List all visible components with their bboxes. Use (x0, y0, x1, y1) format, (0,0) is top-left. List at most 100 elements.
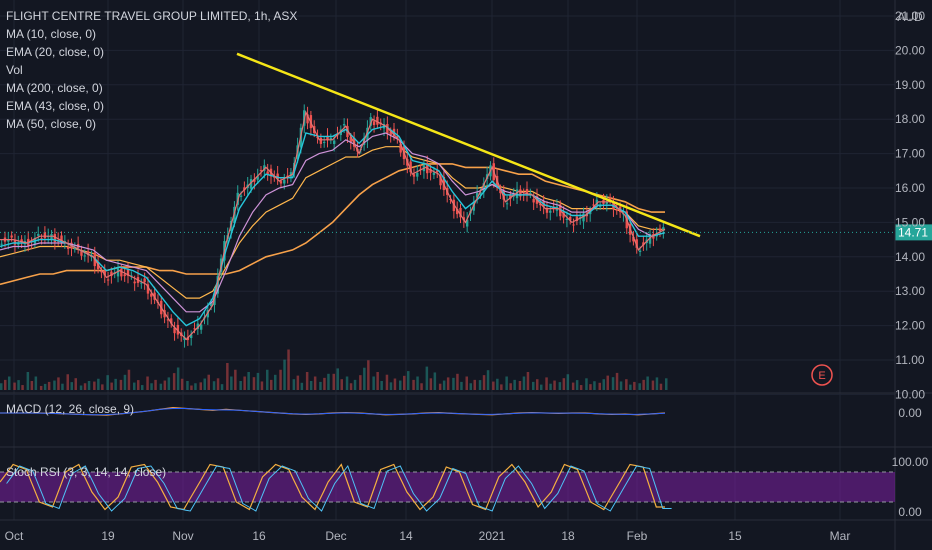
volume-bar (274, 374, 277, 390)
candle-body (642, 242, 645, 246)
volume-bar (438, 383, 442, 390)
time-tick-14: 14 (399, 529, 413, 543)
candle-body (319, 137, 323, 144)
candle-body (638, 250, 642, 252)
candle-body (532, 199, 535, 203)
candle-body (173, 327, 176, 334)
candle-body (170, 318, 173, 324)
candle-body (209, 302, 213, 306)
ma10-line (0, 110, 666, 341)
candle-body (253, 179, 256, 182)
symbol-title[interactable]: FLIGHT CENTRE TRAVEL GROUP LIMITED, 1h, … (6, 9, 297, 23)
price-axis[interactable]: 10.00 11.00 12.00 13.00 14.00 15.00 16.00 17.00… (895, 9, 925, 401)
candle-body (189, 334, 193, 338)
candle-body (60, 235, 63, 242)
candle-body (116, 268, 120, 277)
volume-bar (615, 372, 619, 390)
macd-signal-polyline (0, 408, 666, 416)
price-tick-10.00: 10.00 (895, 387, 925, 401)
ma50-line (0, 132, 666, 313)
candle-body (143, 278, 146, 283)
trendline[interactable] (236, 52, 701, 238)
volume-bar (492, 381, 495, 390)
volume-bar (496, 378, 499, 390)
candle-body (216, 276, 219, 294)
price-tick-12.00: 12.00 (895, 319, 925, 333)
volume-bar (43, 383, 47, 390)
candle-body (396, 136, 399, 138)
legend-item-4: EMA (43, close, 0) (6, 99, 104, 113)
volume-bar (292, 379, 296, 390)
candle-body (655, 234, 658, 237)
candle-body (502, 191, 505, 200)
candle-body (20, 239, 23, 243)
volume-bar (659, 383, 663, 390)
volume-bar (585, 378, 588, 390)
candle-body (110, 271, 113, 277)
volume-bar (194, 383, 197, 390)
candle-body (150, 293, 153, 297)
volume-bar (327, 373, 330, 390)
candle-body (146, 284, 150, 294)
ma10-polyline (0, 110, 666, 341)
ema20-line (0, 125, 666, 327)
earnings-marker-circle[interactable] (811, 364, 833, 386)
volume-bar (279, 369, 282, 390)
legend-item-0: MA (10, close, 0) (6, 27, 96, 41)
macd-tick-0: 0.00 (898, 406, 922, 420)
volume-bar (456, 373, 459, 390)
candle-body (342, 124, 346, 126)
volume-bar (345, 376, 349, 390)
volume-bar (452, 377, 455, 390)
candle-body (176, 324, 180, 335)
volume-bar (522, 376, 526, 390)
volume-bar (119, 379, 123, 390)
volume-bar (416, 376, 419, 390)
volume-bar (571, 382, 575, 390)
candle-body (283, 179, 286, 184)
volume-bar (625, 379, 628, 390)
volume-bar (420, 383, 423, 390)
stoch-d-polyline (6, 464, 672, 512)
volume-bar (270, 379, 273, 390)
candle-body (595, 199, 599, 206)
volume-bar (154, 379, 157, 390)
volume-bar (536, 379, 539, 390)
grid-lines (0, 0, 895, 520)
candle-body (565, 218, 569, 220)
candle-body (608, 197, 612, 200)
last-price-label: 14.71 (898, 225, 928, 239)
volume-bar (363, 367, 366, 390)
candle-body (183, 337, 186, 341)
volume-bar (399, 380, 402, 390)
candle-body (475, 192, 479, 198)
candle-body (186, 337, 190, 341)
candle-body (17, 243, 20, 245)
candle-body (529, 192, 532, 195)
volume-bar (199, 382, 202, 390)
volume-bar (305, 372, 309, 390)
stoch-k-polyline (0, 463, 665, 511)
volume-bar (380, 381, 383, 390)
candle-body (519, 189, 522, 197)
currency-label: AUD (897, 10, 923, 24)
volume-bar (207, 374, 210, 390)
volume-bar (393, 378, 397, 390)
candle-body (199, 324, 203, 330)
candle-body (575, 216, 579, 222)
price-tick-19.00: 19.00 (895, 78, 925, 92)
volume-bar (465, 376, 468, 390)
time-tick-Nov: Nov (172, 529, 193, 543)
volume-bar (150, 383, 153, 390)
volume-bar (611, 377, 615, 390)
ema43-line (0, 146, 665, 299)
candle-body (80, 249, 83, 256)
candle-body (632, 236, 635, 242)
volume-bar (163, 380, 167, 390)
volume-bar (34, 376, 38, 390)
time-axis[interactable]: Oct 19 Nov 16 Dec 14 2021 18 Feb 15 Mar (5, 529, 851, 543)
time-tick-19: 19 (101, 529, 115, 543)
volume-bar (186, 381, 189, 390)
candle-body (349, 137, 352, 142)
